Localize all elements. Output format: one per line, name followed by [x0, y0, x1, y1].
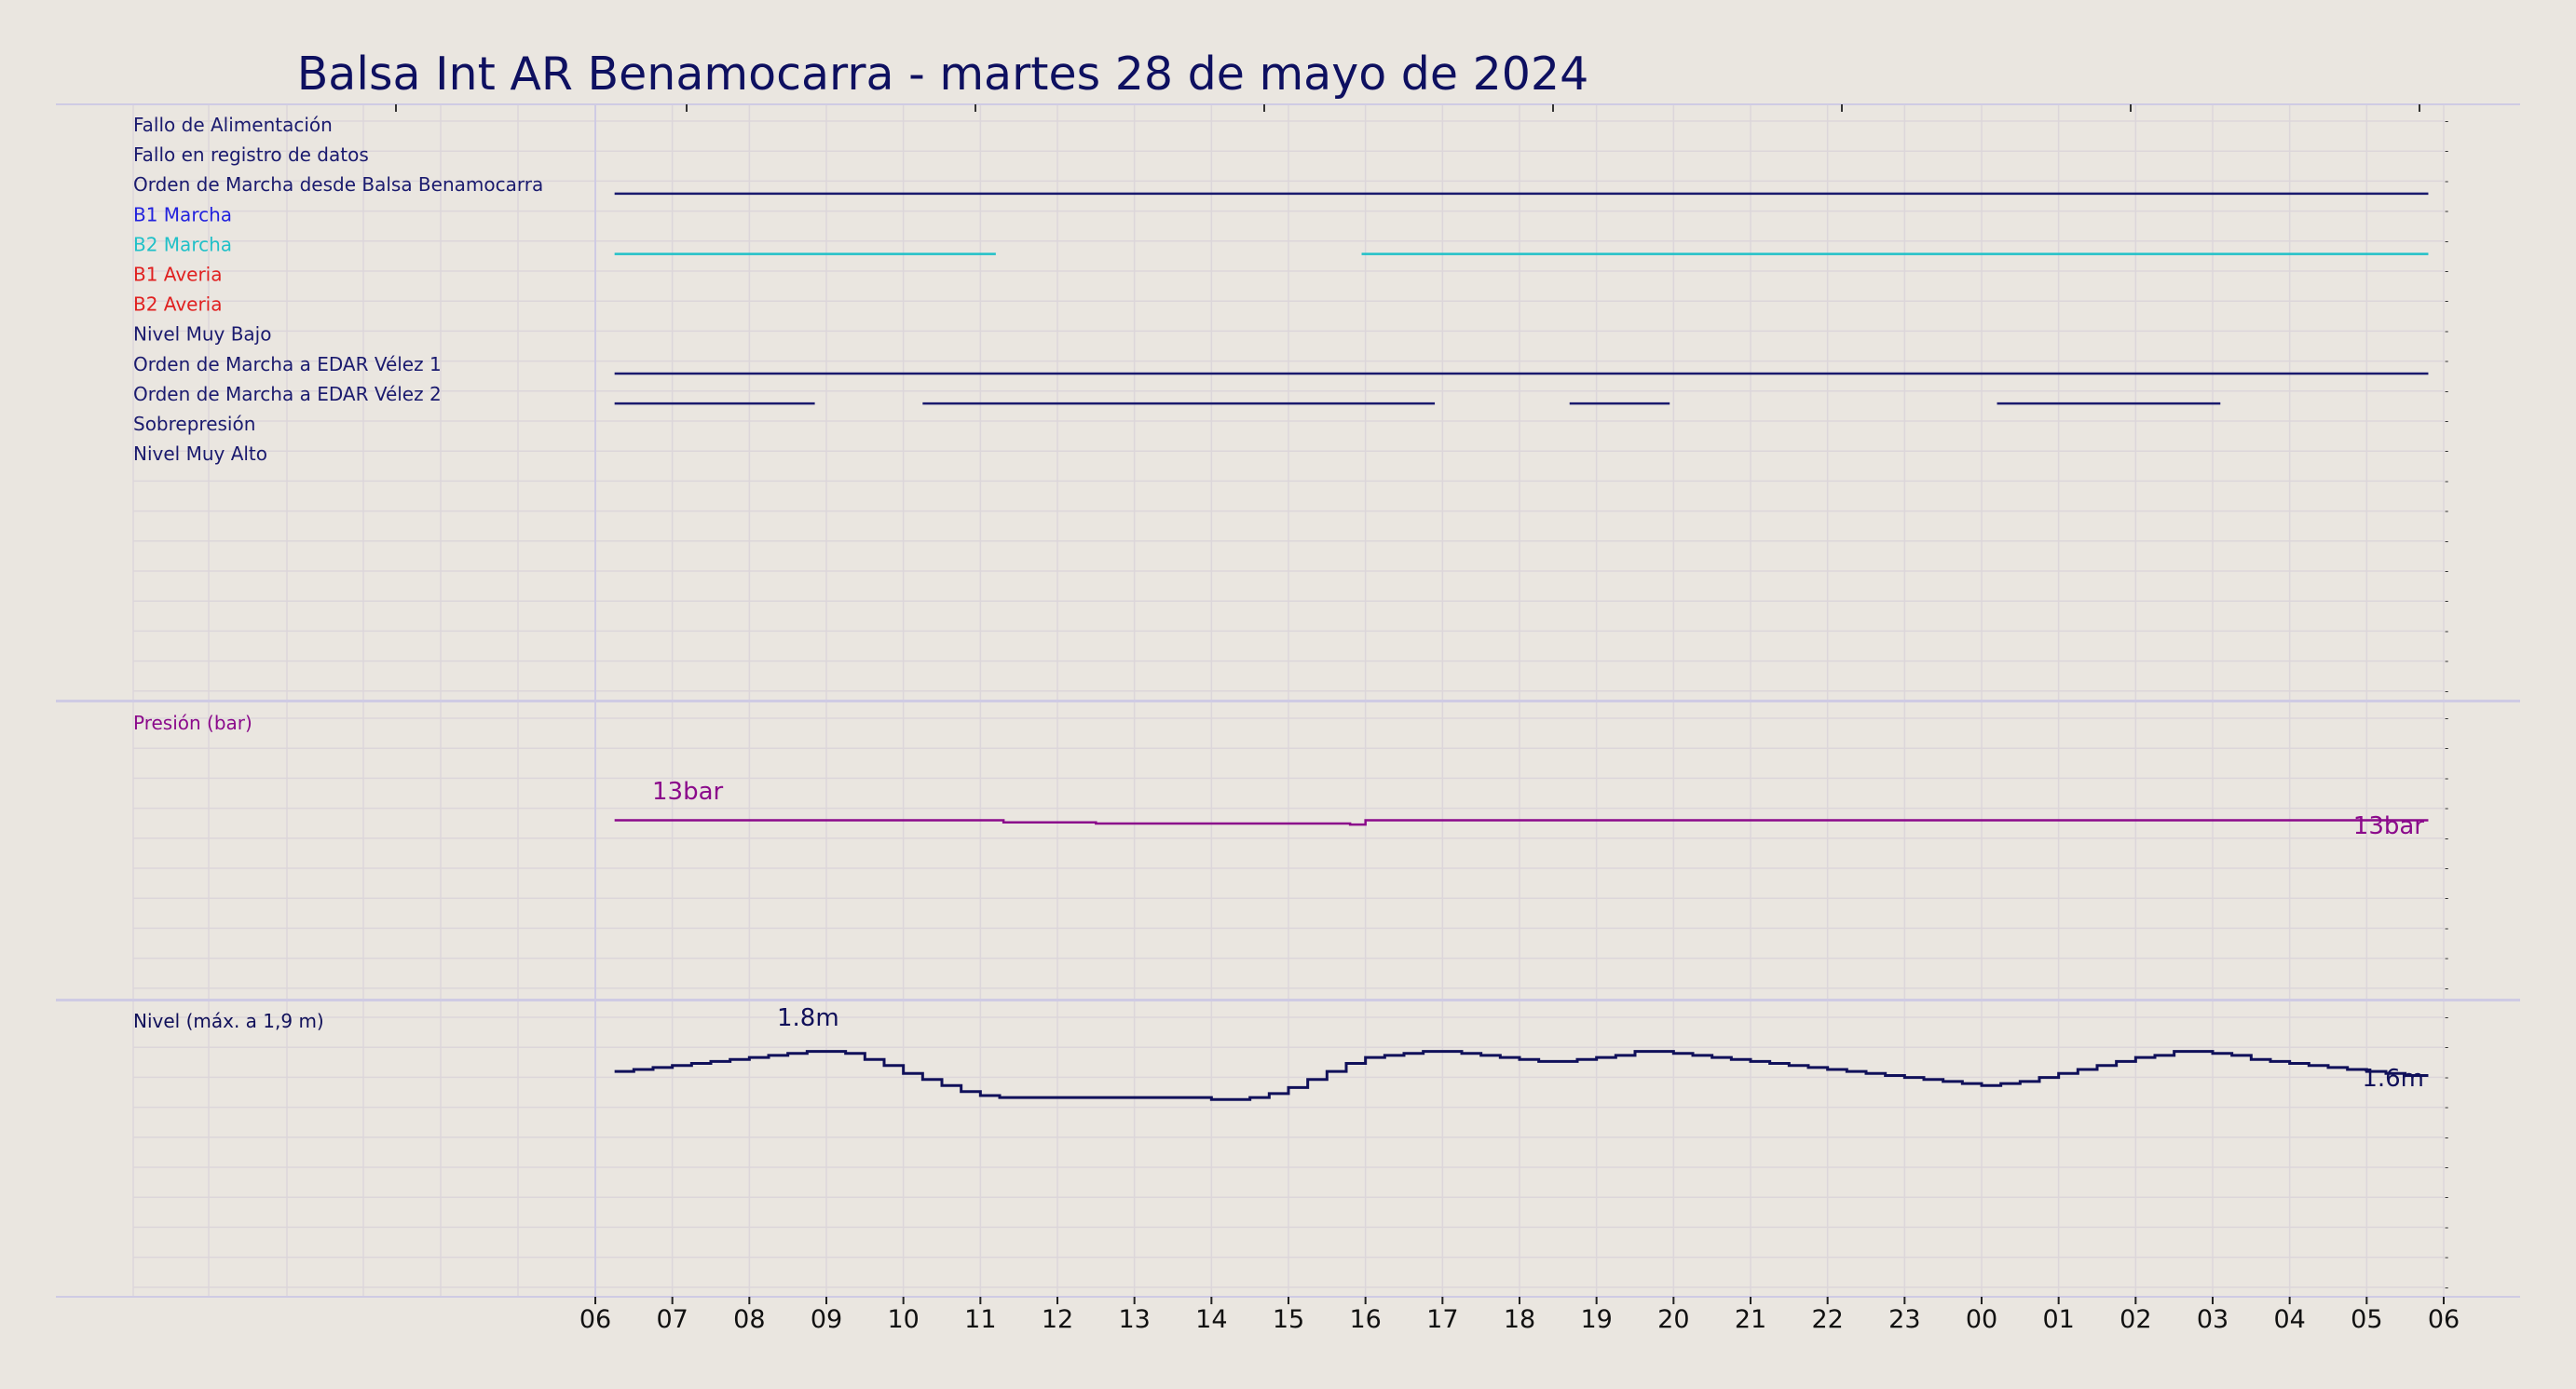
x-axis: 06 07 08 09 10 11 12 13 14 15 16 17 18 19 20 21 22 23 00 01… [579, 1297, 2460, 1334]
pressure-ytick: - [2445, 832, 2448, 845]
level-ytick: - [2445, 1011, 2448, 1024]
signals-panel: - - - - - - - - - - - - - - - - - - - - Fallo de Alimentació… [56, 103, 2520, 701]
signal-label: Fallo de Alimentación [133, 114, 333, 136]
x-tick-label: 11 [964, 1305, 996, 1334]
level-panel: - - - - - - - - - - Nivel (máx. a 1,9 m) 1.8m 1.6m [56, 1000, 2520, 1298]
signals-ytick: - [2445, 624, 2448, 637]
x-tick-label: 15 [1273, 1305, 1304, 1334]
signals-ytick: - [2445, 235, 2448, 248]
pressure-ytick: - [2445, 982, 2448, 995]
signals-ytick: - [2445, 324, 2448, 337]
signals-ytick: - [2445, 265, 2448, 278]
level-ytick: - [2445, 1191, 2448, 1204]
level-series-line [614, 1050, 2429, 1101]
signals-ytick: - [2445, 535, 2448, 548]
x-tick-label: 06 [2428, 1305, 2460, 1334]
signal-label: B2 Marcha [133, 233, 232, 255]
pressure-max-label: 13bar [652, 778, 724, 806]
signal-label: B1 Marcha [133, 203, 232, 225]
level-last-label: 1.6m [2362, 1065, 2424, 1093]
x-tick-label: 12 [1042, 1305, 1073, 1334]
x-tick-label: 18 [1504, 1305, 1535, 1334]
level-label: Nivel (máx. a 1,9 m) [133, 1010, 324, 1032]
x-tick-label: 05 [2351, 1305, 2382, 1334]
signals-ytick: - [2445, 474, 2448, 487]
pressure-ytick: - [2445, 921, 2448, 934]
pressure-ytick: - [2445, 712, 2448, 725]
signal-label: Sobrepresión [133, 413, 255, 435]
signals-ytick: - [2445, 205, 2448, 218]
level-ytick: - [2445, 1281, 2448, 1294]
level-ytick: - [2445, 1101, 2448, 1114]
pressure-ytick: - [2445, 892, 2448, 905]
signals-ytick: - [2445, 385, 2448, 398]
x-tick-label: 00 [1966, 1305, 1997, 1334]
x-tick-label: 16 [1349, 1305, 1381, 1334]
signals-ytick: - [2445, 444, 2448, 457]
x-tick-label: 22 [1811, 1305, 1843, 1334]
level-max-label: 1.8m [777, 1004, 839, 1032]
x-tick-label: 09 [811, 1305, 842, 1334]
signals-ytick: - [2445, 505, 2448, 518]
signal-label: Nivel Muy Bajo [133, 323, 271, 346]
pressure-series-line [614, 819, 2429, 826]
level-ytick: - [2445, 1251, 2448, 1264]
signals-ytick: - [2445, 415, 2448, 428]
x-tick-label: 08 [733, 1305, 765, 1334]
level-ytick: - [2445, 1161, 2448, 1174]
pressure-ytick: - [2445, 771, 2448, 784]
pressure-last-label: 13bar [2353, 812, 2425, 840]
signal-label: Orden de Marcha desde Balsa Benamocarra [133, 173, 543, 196]
pressure-panel: - - - - - - - - - - Presión (bar) 13bar 13bar [56, 701, 2520, 1001]
pressure-ytick: - [2445, 742, 2448, 755]
level-ytick: - [2445, 1041, 2448, 1054]
x-tick-label: 19 [1580, 1305, 1612, 1334]
x-tick-label: 01 [2042, 1305, 2074, 1334]
level-ytick: - [2445, 1220, 2448, 1233]
signal-label: Nivel Muy Alto [133, 443, 267, 465]
x-tick-label: 10 [887, 1305, 919, 1334]
x-tick-label: 13 [1118, 1305, 1150, 1334]
x-tick-label: 02 [2119, 1305, 2151, 1334]
signals-ytick: - [2445, 294, 2448, 307]
pressure-ytick: - [2445, 952, 2448, 965]
signal-label: Fallo en registro de datos [133, 143, 369, 166]
signals-ytick: - [2445, 565, 2448, 578]
x-tick-label: 20 [1657, 1305, 1689, 1334]
signals-ytick: - [2445, 594, 2448, 607]
chart-title: Balsa Int AR Benamocarra - martes 28 de … [297, 48, 1589, 101]
level-ytick: - [2445, 1070, 2448, 1083]
signals-ytick: - [2445, 655, 2448, 668]
signal-label: Orden de Marcha a EDAR Vélez 1 [133, 353, 442, 375]
pressure-ytick: - [2445, 802, 2448, 815]
pressure-label: Presión (bar) [133, 712, 252, 734]
signals-ytick: - [2445, 115, 2448, 128]
signal-label: Orden de Marcha a EDAR Vélez 2 [133, 383, 442, 405]
x-tick-label: 07 [656, 1305, 688, 1334]
pressure-ytick: - [2445, 862, 2448, 875]
signals-ytick: - [2445, 355, 2448, 368]
x-tick-label: 06 [579, 1305, 611, 1334]
signal-label: B1 Averia [133, 264, 223, 286]
x-tick-label: 03 [2197, 1305, 2228, 1334]
signals-ytick: - [2445, 144, 2448, 157]
level-ytick: - [2445, 1131, 2448, 1144]
signal-label: B2 Averia [133, 293, 223, 316]
x-tick-label: 04 [2273, 1305, 2305, 1334]
x-tick-label: 23 [1888, 1305, 1920, 1334]
signals-ytick: - [2445, 685, 2448, 698]
x-tick-label: 17 [1426, 1305, 1458, 1334]
signals-ytick: - [2445, 174, 2448, 187]
x-tick-label: 21 [1735, 1305, 1766, 1334]
x-tick-label: 14 [1195, 1305, 1227, 1334]
